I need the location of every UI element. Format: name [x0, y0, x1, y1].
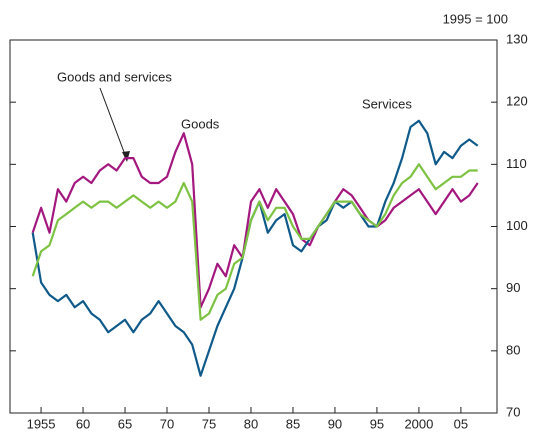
x-tick-label: 90: [328, 416, 342, 431]
series-line: [31, 119, 479, 377]
series-label: Services: [362, 96, 412, 111]
y-tick-label: 130: [506, 31, 528, 46]
series-line: [31, 163, 478, 321]
series-label: Goods: [181, 116, 220, 131]
series-label: Goods and services: [57, 69, 172, 84]
annotation-arrow: [99, 87, 128, 161]
x-tick-label: 60: [76, 416, 90, 431]
x-tick-label: 80: [244, 416, 258, 431]
series-line: [31, 132, 479, 309]
y-tick-label: 100: [506, 218, 528, 233]
x-tick-label: 70: [160, 416, 174, 431]
y-tick-label: 110: [506, 156, 527, 171]
y-tick-label: 120: [506, 94, 528, 109]
unit-note: 1995 = 100: [443, 11, 508, 26]
y-tick-label: 80: [506, 342, 520, 357]
x-tick-label: 85: [286, 416, 300, 431]
x-tick-label: 1955: [27, 416, 56, 431]
y-tick-label: 70: [506, 404, 520, 419]
x-tick-label: 65: [118, 416, 132, 431]
x-tick-label: 05: [454, 416, 468, 431]
y-tick-label: 90: [506, 280, 520, 295]
x-tick-label: 95: [370, 416, 384, 431]
arrow-head: [122, 151, 130, 162]
x-tick-label: 2000: [404, 416, 433, 431]
x-tick-label: 75: [202, 416, 216, 431]
plot-frame: [9, 39, 498, 414]
